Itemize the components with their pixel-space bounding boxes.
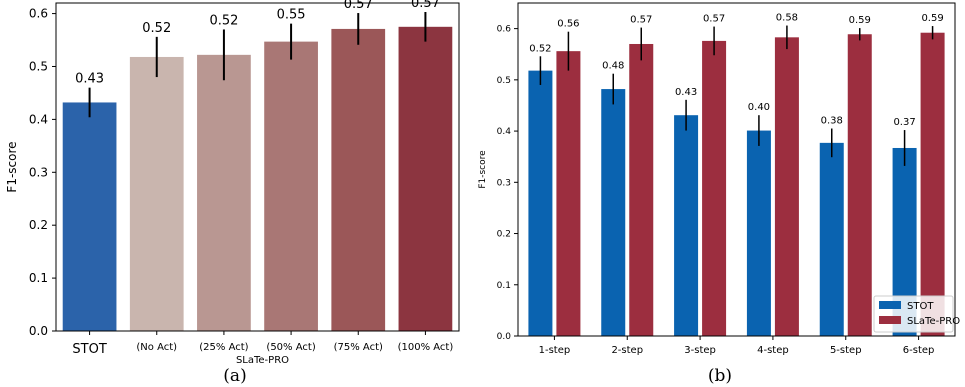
plot-frame [517,2,956,337]
x-tick-label: (25% Act) [199,342,248,353]
x-tick-label: (100% Act) [398,342,454,353]
bar [746,130,771,336]
data-label: 0.48 [602,61,624,72]
x-tick-label: 4-step [757,345,789,356]
panel-b-caption: (b) [708,366,732,386]
data-label: 0.52 [142,21,171,36]
data-label: 0.57 [411,0,440,11]
legend: STOT SLaTe-PRO [873,295,960,333]
bar [197,54,251,332]
y-tick-label: 0.1 [29,271,48,285]
x-tick-label: 1-step [539,345,571,356]
data-label: 0.59 [921,13,943,24]
y-tick-label: 0.5 [29,59,48,73]
x-tick-label: 6-step [903,345,935,356]
x-tick-label: (75% Act) [334,342,383,353]
y-tick-label: 0.6 [497,25,512,35]
y-tick-label: 0.0 [497,332,512,342]
bar [331,28,386,332]
bar [129,56,184,331]
bar [601,89,626,337]
bar [774,37,799,336]
chart-panel-a: 0.43 STOT 0.52 (No Act) 0.52 (25% Act) 0.55 (50… [5,0,460,366]
y-tick-label: 0.3 [29,165,48,179]
bar [528,70,553,336]
data-label: 0.52 [209,13,238,28]
bar [629,43,654,336]
x-tick-label: (50% Act) [266,342,315,353]
data-label: 0.57 [703,14,725,25]
data-label: 0.57 [630,15,652,26]
data-label: 0.52 [529,43,551,54]
legend-swatch [879,316,901,324]
x-tick-label: STOT [72,342,106,357]
x-tick-label: 3-step [684,345,716,356]
y-tick-label: 0.4 [29,112,48,126]
data-label: 0.37 [893,117,915,128]
y-tick-label: 0.2 [497,230,511,240]
data-label: 0.56 [557,19,579,30]
y-tick-label: 0.6 [29,7,48,21]
y-tick-label: 0.5 [497,76,511,86]
bar [398,26,453,331]
bar [702,40,727,337]
x-axis-label: SLaTe-PRO [236,355,289,366]
x-tick-label: (No Act) [136,342,177,353]
y-tick-label: 0.1 [497,281,511,291]
y-tick-label: 0.4 [497,127,512,137]
bar [920,32,945,337]
y-tick-label: 0.2 [29,218,48,232]
x-tick-label: 5-step [830,345,862,356]
bar [674,115,699,337]
data-label: 0.57 [344,0,373,12]
data-label: 0.58 [776,13,798,24]
data-label: 0.43 [75,72,104,87]
legend-swatch [879,301,901,309]
data-label: 0.55 [277,8,306,23]
legend-label: SLaTe-PRO [907,316,960,327]
panel-a-caption: (a) [223,366,246,386]
x-tick-label: 2-step [611,345,643,356]
bar [264,41,318,331]
bar [62,102,117,331]
y-tick-label: 0.3 [497,178,511,188]
data-label: 0.43 [675,87,697,98]
plot-frame [55,2,460,332]
bar [819,142,844,336]
y-axis-label: F1-score [5,141,19,192]
y-axis-label: F1-score [478,150,488,189]
data-label: 0.40 [748,102,770,113]
legend-label: STOT [907,301,934,312]
data-label: 0.38 [821,116,843,127]
bar [556,51,581,336]
data-label: 0.59 [849,15,871,26]
chart-panel-b: 0.52 0.56 1-step 0.48 0.57 2-step 0.43 0.57 3-st… [478,2,960,356]
y-tick-label: 0.0 [29,324,48,338]
bar [847,34,872,337]
